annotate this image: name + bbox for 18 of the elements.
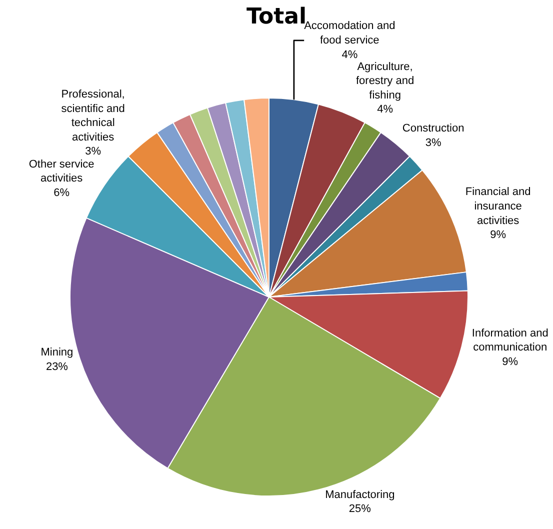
data-label: 6% [54, 187, 70, 200]
slice-label: Other service activities [28, 158, 94, 185]
slice-label: Accomodation and food service [304, 20, 396, 46]
data-label: 3% [425, 137, 442, 150]
data-label: 9% [502, 356, 518, 368]
data-label: 9% [490, 229, 506, 242]
slice-label: Information and communication [472, 327, 548, 354]
slice-label: Professional, scientific and technical activities [61, 88, 125, 144]
data-label: 23% [46, 360, 68, 373]
data-label: 4% [377, 104, 394, 116]
data-label: 3% [85, 146, 102, 158]
data-label: 25% [348, 503, 372, 516]
slice-label: Mining [40, 346, 74, 359]
data-label: 4% [342, 48, 358, 61]
slice-label: Construction [402, 122, 464, 135]
slice-label: Manufactoring [325, 488, 395, 501]
slice-label: Agriculture, forestry and fishing [356, 60, 414, 102]
slice-label: Financial and insurance activities [465, 186, 531, 227]
